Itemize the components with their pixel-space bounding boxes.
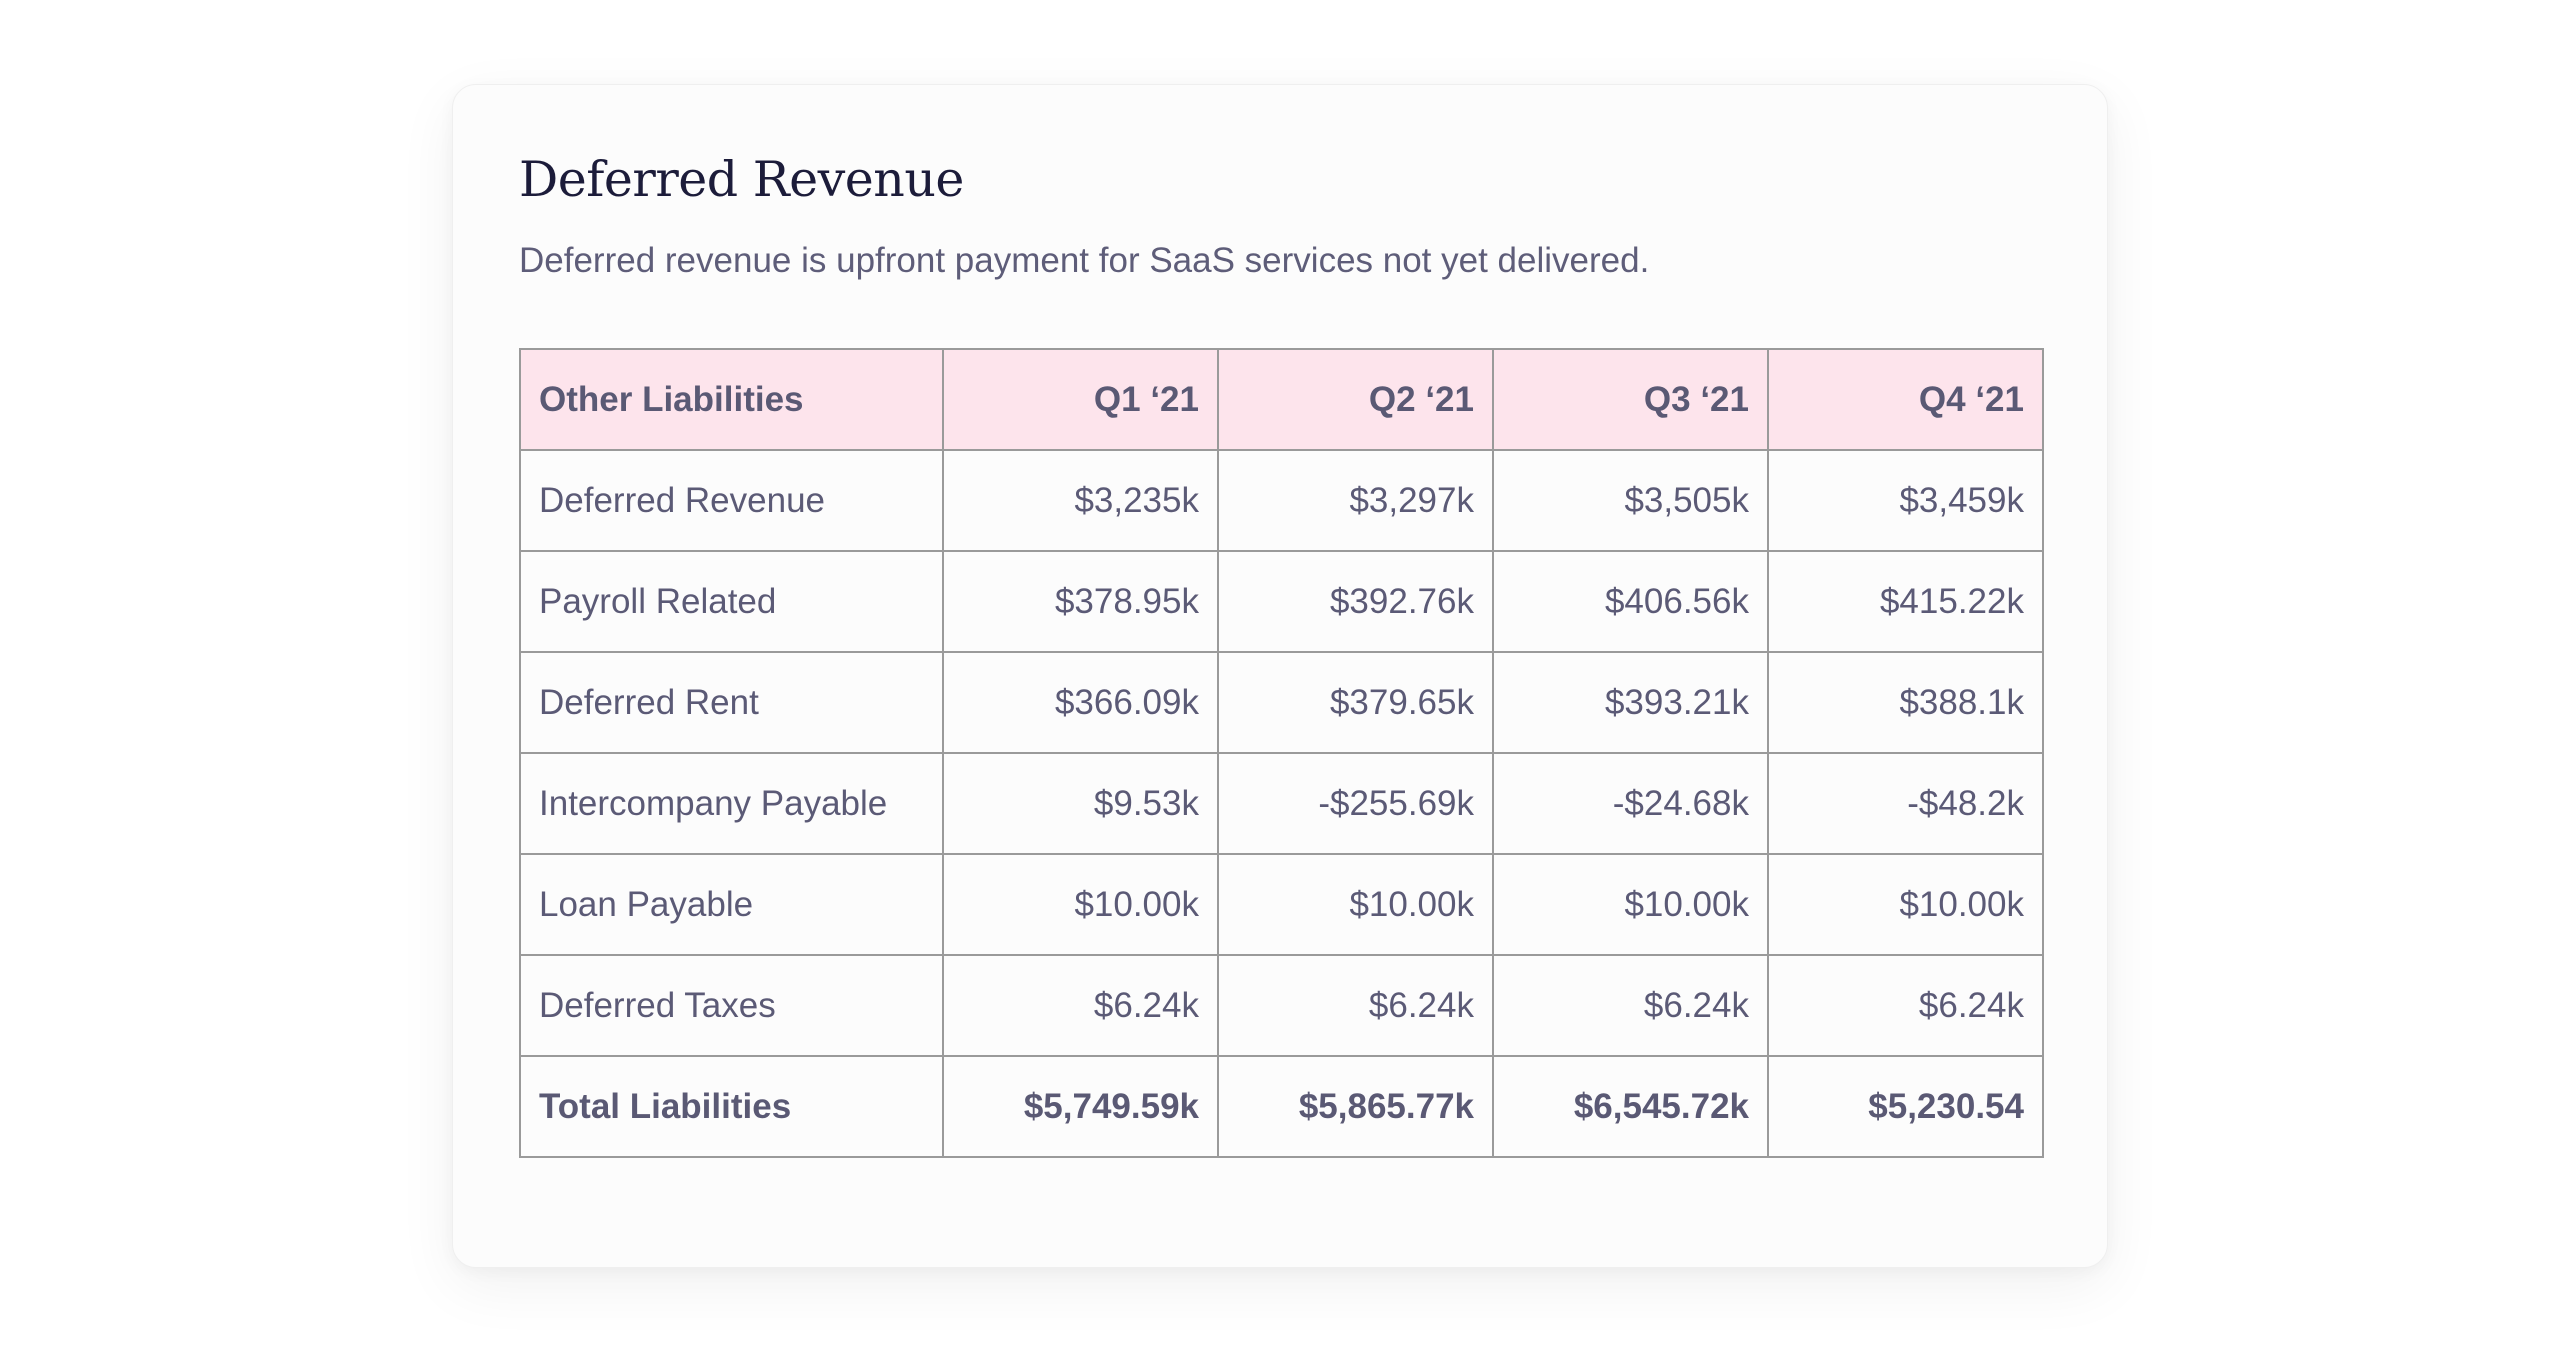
cell-q1: $10.00k <box>942 853 1219 956</box>
cell-q3: $3,505k <box>1492 449 1769 552</box>
cell-q2: $10.00k <box>1217 853 1494 956</box>
total-row: Total Liabilities $5,749.59k $5,865.77k … <box>519 1055 2044 1158</box>
table-row: Deferred Taxes $6.24k $6.24k $6.24k $6.2… <box>519 954 2044 1057</box>
cell-q3: $6.24k <box>1492 954 1769 1057</box>
row-label: Deferred Taxes <box>519 954 944 1057</box>
card-subtitle: Deferred revenue is upfront payment for … <box>519 241 1650 280</box>
table-row: Loan Payable $10.00k $10.00k $10.00k $10… <box>519 853 2044 956</box>
cell-q4: -$48.2k <box>1767 752 2044 855</box>
cell-q3: $406.56k <box>1492 550 1769 653</box>
total-q2: $5,865.77k <box>1217 1055 1494 1158</box>
cell-q1: $366.09k <box>942 651 1219 754</box>
cell-q2: $6.24k <box>1217 954 1494 1057</box>
table-row: Deferred Rent $366.09k $379.65k $393.21k… <box>519 651 2044 754</box>
cell-q4: $6.24k <box>1767 954 2044 1057</box>
cell-q1: $9.53k <box>942 752 1219 855</box>
row-label: Payroll Related <box>519 550 944 653</box>
table-row: Intercompany Payable $9.53k -$255.69k -$… <box>519 752 2044 855</box>
card-title: Deferred Revenue <box>519 151 964 208</box>
table-row: Payroll Related $378.95k $392.76k $406.5… <box>519 550 2044 653</box>
row-label: Deferred Rent <box>519 651 944 754</box>
cell-q4: $415.22k <box>1767 550 2044 653</box>
cell-q4: $10.00k <box>1767 853 2044 956</box>
table-row: Deferred Revenue $3,235k $3,297k $3,505k… <box>519 449 2044 552</box>
cell-q3: $10.00k <box>1492 853 1769 956</box>
row-label: Loan Payable <box>519 853 944 956</box>
deferred-revenue-card: Deferred Revenue Deferred revenue is upf… <box>452 84 2108 1268</box>
row-label: Deferred Revenue <box>519 449 944 552</box>
cell-q1: $6.24k <box>942 954 1219 1057</box>
total-q4: $5,230.54 <box>1767 1055 2044 1158</box>
cell-q1: $378.95k <box>942 550 1219 653</box>
cell-q2: $3,297k <box>1217 449 1494 552</box>
cell-q3: $393.21k <box>1492 651 1769 754</box>
cell-q2: -$255.69k <box>1217 752 1494 855</box>
column-header-q4: Q4 ‘21 <box>1767 348 2044 451</box>
cell-q1: $3,235k <box>942 449 1219 552</box>
row-label: Intercompany Payable <box>519 752 944 855</box>
cell-q3: -$24.68k <box>1492 752 1769 855</box>
cell-q4: $388.1k <box>1767 651 2044 754</box>
column-header-q1: Q1 ‘21 <box>942 348 1219 451</box>
cell-q4: $3,459k <box>1767 449 2044 552</box>
total-q1: $5,749.59k <box>942 1055 1219 1158</box>
table-header-row: Other Liabilities Q1 ‘21 Q2 ‘21 Q3 ‘21 Q… <box>519 348 2044 451</box>
liabilities-table: Other Liabilities Q1 ‘21 Q2 ‘21 Q3 ‘21 Q… <box>519 348 2044 1158</box>
total-q3: $6,545.72k <box>1492 1055 1769 1158</box>
column-header-q2: Q2 ‘21 <box>1217 348 1494 451</box>
cell-q2: $379.65k <box>1217 651 1494 754</box>
column-header-q3: Q3 ‘21 <box>1492 348 1769 451</box>
total-label: Total Liabilities <box>519 1055 944 1158</box>
cell-q2: $392.76k <box>1217 550 1494 653</box>
column-header-other-liabilities: Other Liabilities <box>519 348 944 451</box>
